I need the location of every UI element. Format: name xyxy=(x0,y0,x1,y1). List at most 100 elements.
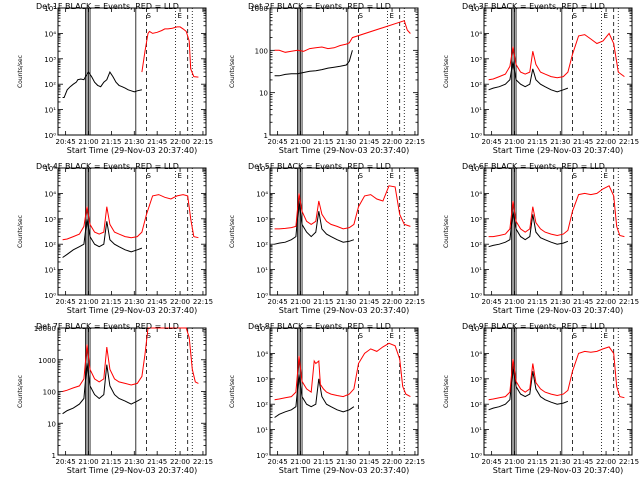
y-axis-label: Counts/sec xyxy=(443,215,450,248)
x-tick-label: 22:00 xyxy=(382,298,402,306)
y-tick-label: 10⁴ xyxy=(44,190,56,198)
series-events-line xyxy=(488,61,569,93)
plot-frame xyxy=(57,7,207,136)
y-tick-label: 10 xyxy=(47,420,56,428)
x-tick-label: 22:00 xyxy=(596,458,616,466)
x-tick-label: 21:45 xyxy=(147,138,167,146)
x-tick-label: 21:30 xyxy=(336,138,356,146)
x-tick-label: 21:15 xyxy=(101,458,121,466)
x-axis-label: Start Time (29-Nov-03 20:37:40) xyxy=(279,146,409,155)
series-events-line xyxy=(62,71,143,98)
y-tick-label: 100 xyxy=(43,389,56,397)
panel-det-4: S E 20:45 21:00 21:15 21:30 21:45 22:00 22:15 10⁰… xyxy=(17,162,213,315)
x-tick-label: 21:00 xyxy=(290,298,310,306)
marker-label-e: E xyxy=(177,12,181,20)
panel-det-9: S E 20:45 21:00 21:15 21:30 21:45 22:00 22:15 10⁰… xyxy=(443,322,639,475)
x-tick-label: 22:00 xyxy=(170,138,190,146)
y-tick-label: 1000 xyxy=(38,357,56,365)
y-tick-label: 10⁰ xyxy=(470,132,482,140)
panel-det-2: S E 20:45 21:00 21:15 21:30 21:45 22:00 22:15 1 10… xyxy=(229,2,425,155)
series-lld-line xyxy=(274,342,411,401)
x-tick-label: 22:00 xyxy=(596,298,616,306)
plot-frame xyxy=(483,7,633,136)
panel-title: Det 5F BLACK = Events, RED = LLD xyxy=(248,162,391,171)
series-events-line xyxy=(274,374,355,418)
marker-label-e: E xyxy=(603,172,607,180)
x-tick-label: 22:15 xyxy=(619,458,639,466)
panel-title: Det 8F BLACK = Events, RED = LLD xyxy=(248,322,391,331)
series-lld-line xyxy=(488,185,625,238)
x-tick-label: 20:45 xyxy=(56,458,76,466)
x-tick-label: 21:45 xyxy=(359,298,379,306)
y-tick-label: 10³ xyxy=(470,376,482,384)
x-tick-label: 21:30 xyxy=(124,298,144,306)
panel-det-3: S E 20:45 21:00 21:15 21:30 21:45 22:00 22:15 10⁰… xyxy=(443,2,639,155)
marker-label-s: S xyxy=(146,332,151,340)
y-tick-label: 10¹ xyxy=(256,427,268,435)
marker-label-e: E xyxy=(603,12,607,20)
y-tick-label: 10⁴ xyxy=(470,350,482,358)
x-tick-label: 21:00 xyxy=(290,138,310,146)
marker-label-s: S xyxy=(358,332,363,340)
series-events-line xyxy=(274,200,355,245)
y-tick-label: 10² xyxy=(44,241,56,249)
y-tick-label: 10¹ xyxy=(256,267,268,275)
plot-frame xyxy=(269,167,419,296)
x-tick-label: 21:30 xyxy=(124,458,144,466)
x-tick-label: 22:00 xyxy=(382,138,402,146)
y-tick-label: 10³ xyxy=(44,216,56,224)
y-axis-label: Counts/sec xyxy=(229,375,236,408)
x-tick-label: 20:45 xyxy=(56,298,76,306)
series-events-line xyxy=(488,366,569,411)
x-tick-label: 21:00 xyxy=(78,298,98,306)
y-tick-label: 10¹ xyxy=(44,107,56,115)
panel-det-5: S E 20:45 21:00 21:15 21:30 21:45 22:00 22:15 10⁰… xyxy=(229,162,425,315)
panel-det-7: S E 20:45 21:00 21:15 21:30 21:45 22:00 22:15 1 10… xyxy=(17,322,213,475)
x-tick-label: 21:15 xyxy=(527,458,547,466)
y-tick-label: 10⁵ xyxy=(44,165,56,173)
y-tick-label: 10⁰ xyxy=(470,292,482,300)
y-tick-label: 10⁰ xyxy=(470,452,482,460)
panel-title: Det 6F BLACK = Events, RED = LLD xyxy=(462,162,605,171)
x-tick-label: 22:15 xyxy=(405,138,425,146)
x-tick-label: 21:15 xyxy=(527,298,547,306)
series-lld-line xyxy=(488,346,625,401)
marker-label-s: S xyxy=(572,332,577,340)
x-tick-label: 22:00 xyxy=(170,298,190,306)
series-lld-line xyxy=(141,26,199,78)
x-tick-label: 21:30 xyxy=(336,458,356,466)
y-tick-label: 1 xyxy=(264,132,268,140)
x-tick-label: 22:15 xyxy=(193,458,213,466)
panel-title: Det 3F BLACK = Events, RED = LLD xyxy=(462,2,605,11)
x-tick-label: 21:30 xyxy=(550,138,570,146)
y-tick-label: 10² xyxy=(44,81,56,89)
y-tick-label: 10³ xyxy=(256,216,268,224)
panel-title: Det 2F BLACK = Events, RED = LLD xyxy=(248,2,391,11)
y-tick-label: 10⁴ xyxy=(44,30,56,38)
marker-label-s: S xyxy=(358,172,363,180)
x-tick-label: 20:45 xyxy=(482,298,502,306)
y-tick-label: 10² xyxy=(470,241,482,249)
x-tick-label: 22:15 xyxy=(619,298,639,306)
y-axis-label: Counts/sec xyxy=(17,375,24,408)
y-tick-label: 10³ xyxy=(470,216,482,224)
x-tick-label: 22:00 xyxy=(170,458,190,466)
x-tick-label: 20:45 xyxy=(268,458,288,466)
x-tick-label: 21:00 xyxy=(290,458,310,466)
series-lld-line xyxy=(488,32,625,81)
y-tick-label: 10⁰ xyxy=(256,452,268,460)
x-tick-label: 21:30 xyxy=(550,298,570,306)
x-tick-label: 21:45 xyxy=(147,298,167,306)
series-lld-line xyxy=(62,194,199,241)
y-tick-label: 10⁵ xyxy=(470,5,482,13)
y-tick-label: 10⁰ xyxy=(44,292,56,300)
plot-frame xyxy=(57,167,207,296)
x-tick-label: 21:00 xyxy=(78,458,98,466)
y-tick-label: 10⁵ xyxy=(470,325,482,333)
x-tick-label: 20:45 xyxy=(482,138,502,146)
series-events-line xyxy=(62,218,143,258)
x-tick-label: 21:15 xyxy=(313,458,333,466)
marker-label-s: S xyxy=(146,172,151,180)
y-axis-label: Counts/sec xyxy=(443,55,450,88)
